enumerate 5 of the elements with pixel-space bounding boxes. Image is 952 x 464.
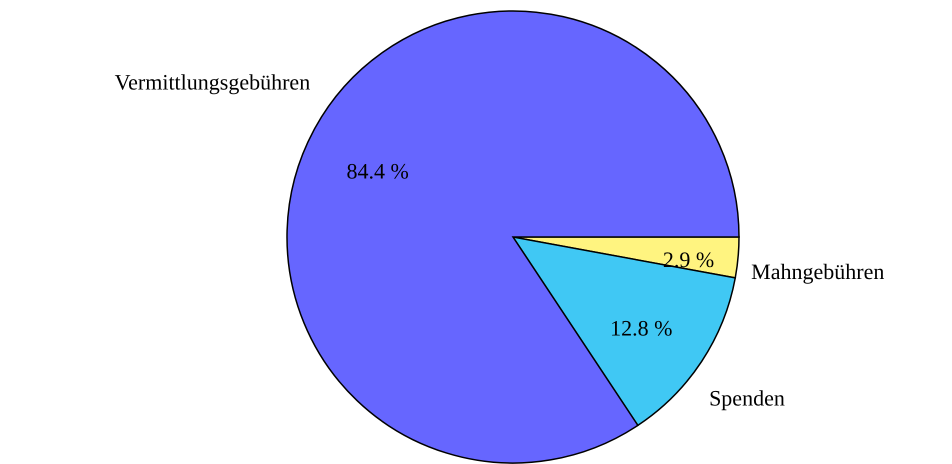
data-label: 84.4 % [346,158,409,184]
slice-label: Vermittlungsgebühren [114,70,310,95]
data-label: 12.8 % [610,316,672,341]
slice-label: Spenden [709,386,785,411]
slice-label: Mahngebühren [751,258,884,284]
